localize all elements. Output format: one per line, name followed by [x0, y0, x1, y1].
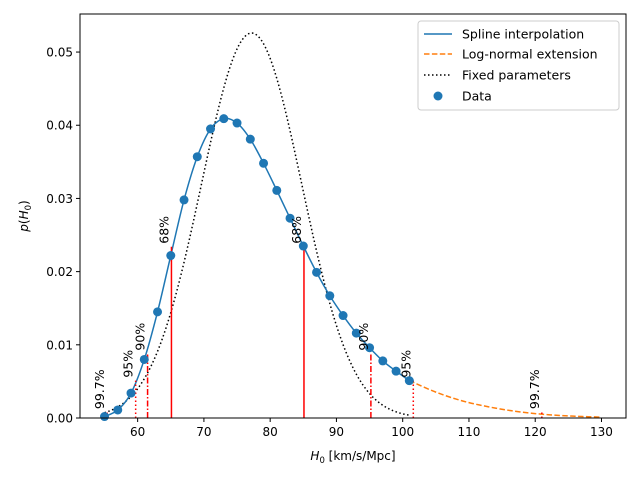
credible-interval-label: 99.7%: [92, 369, 107, 409]
data-point: [166, 251, 176, 261]
y-tick-label: 0.00: [46, 412, 73, 426]
axes-frame: [79, 13, 627, 419]
data-point: [139, 354, 149, 364]
data-point: [351, 328, 361, 338]
legend-label-fixed: Fixed parameters: [462, 68, 571, 83]
x-tick-label: 70: [196, 425, 211, 439]
x-tick-label: 120: [524, 425, 547, 439]
credible-interval-label: 95%: [398, 350, 413, 378]
x-axis: 60 70 80 90 100 110 120 130: [130, 418, 613, 439]
series-lognormal-extension-line: [409, 379, 602, 418]
credible-interval-label: 68%: [289, 216, 304, 244]
credible-interval-label: 95%: [121, 350, 136, 378]
data-point: [100, 412, 110, 422]
legend-label-spline: Spline interpolation: [462, 27, 584, 42]
data-point: [404, 376, 414, 386]
x-tick-label: 90: [329, 425, 344, 439]
y-axis: 0.00 0.01 0.02 0.03 0.04 0.05: [46, 46, 80, 426]
data-point: [245, 134, 255, 144]
data-point: [126, 388, 136, 398]
data-point: [153, 307, 163, 317]
data-point: [325, 291, 335, 301]
legend-label-lognormal: Log-normal extension: [462, 47, 598, 62]
data-point: [206, 124, 216, 134]
y-tick-label: 0.02: [46, 265, 73, 279]
data-point: [113, 405, 123, 415]
y-tick-label: 0.05: [46, 46, 73, 60]
credible-interval-label: 99.7%: [527, 369, 542, 409]
y-tick-label: 0.01: [46, 338, 73, 352]
data-point: [391, 366, 401, 376]
data-point: [365, 343, 375, 353]
credible-interval-label: 90%: [133, 323, 148, 351]
x-tick-label: 100: [391, 425, 414, 439]
data-point: [219, 114, 229, 124]
data-point: [378, 356, 388, 366]
data-point: [312, 267, 322, 277]
data-point: [272, 185, 282, 195]
legend-label-data: Data: [462, 89, 492, 104]
data-point: [298, 241, 308, 251]
data-point: [259, 158, 269, 168]
y-tick-label: 0.03: [46, 192, 73, 206]
series-fixed-parameters-line: [104, 32, 410, 416]
legend: Spline interpolation Log-normal extensio…: [417, 20, 620, 111]
x-axis-label: H0 [km/s/Mpc]: [310, 449, 395, 466]
data-point: [192, 152, 202, 162]
credible-interval-label: 90%: [356, 323, 371, 351]
data-point: [179, 195, 189, 205]
legend-swatch-data: [433, 91, 443, 101]
credible-interval-label: 68%: [156, 216, 171, 244]
data-point: [338, 311, 348, 321]
plot-area: 68% 68%90% 90%95% 95%99.7% 99.7%: [92, 32, 602, 422]
legend-box: [417, 20, 620, 111]
data-point: [285, 213, 295, 223]
x-tick-label: 60: [130, 425, 145, 439]
y-tick-label: 0.04: [46, 119, 73, 133]
x-tick-label: 80: [263, 425, 278, 439]
x-tick-label: 130: [590, 425, 613, 439]
y-axis-label: p(H0): [17, 200, 34, 232]
data-point: [232, 118, 242, 128]
x-tick-label: 110: [458, 425, 481, 439]
